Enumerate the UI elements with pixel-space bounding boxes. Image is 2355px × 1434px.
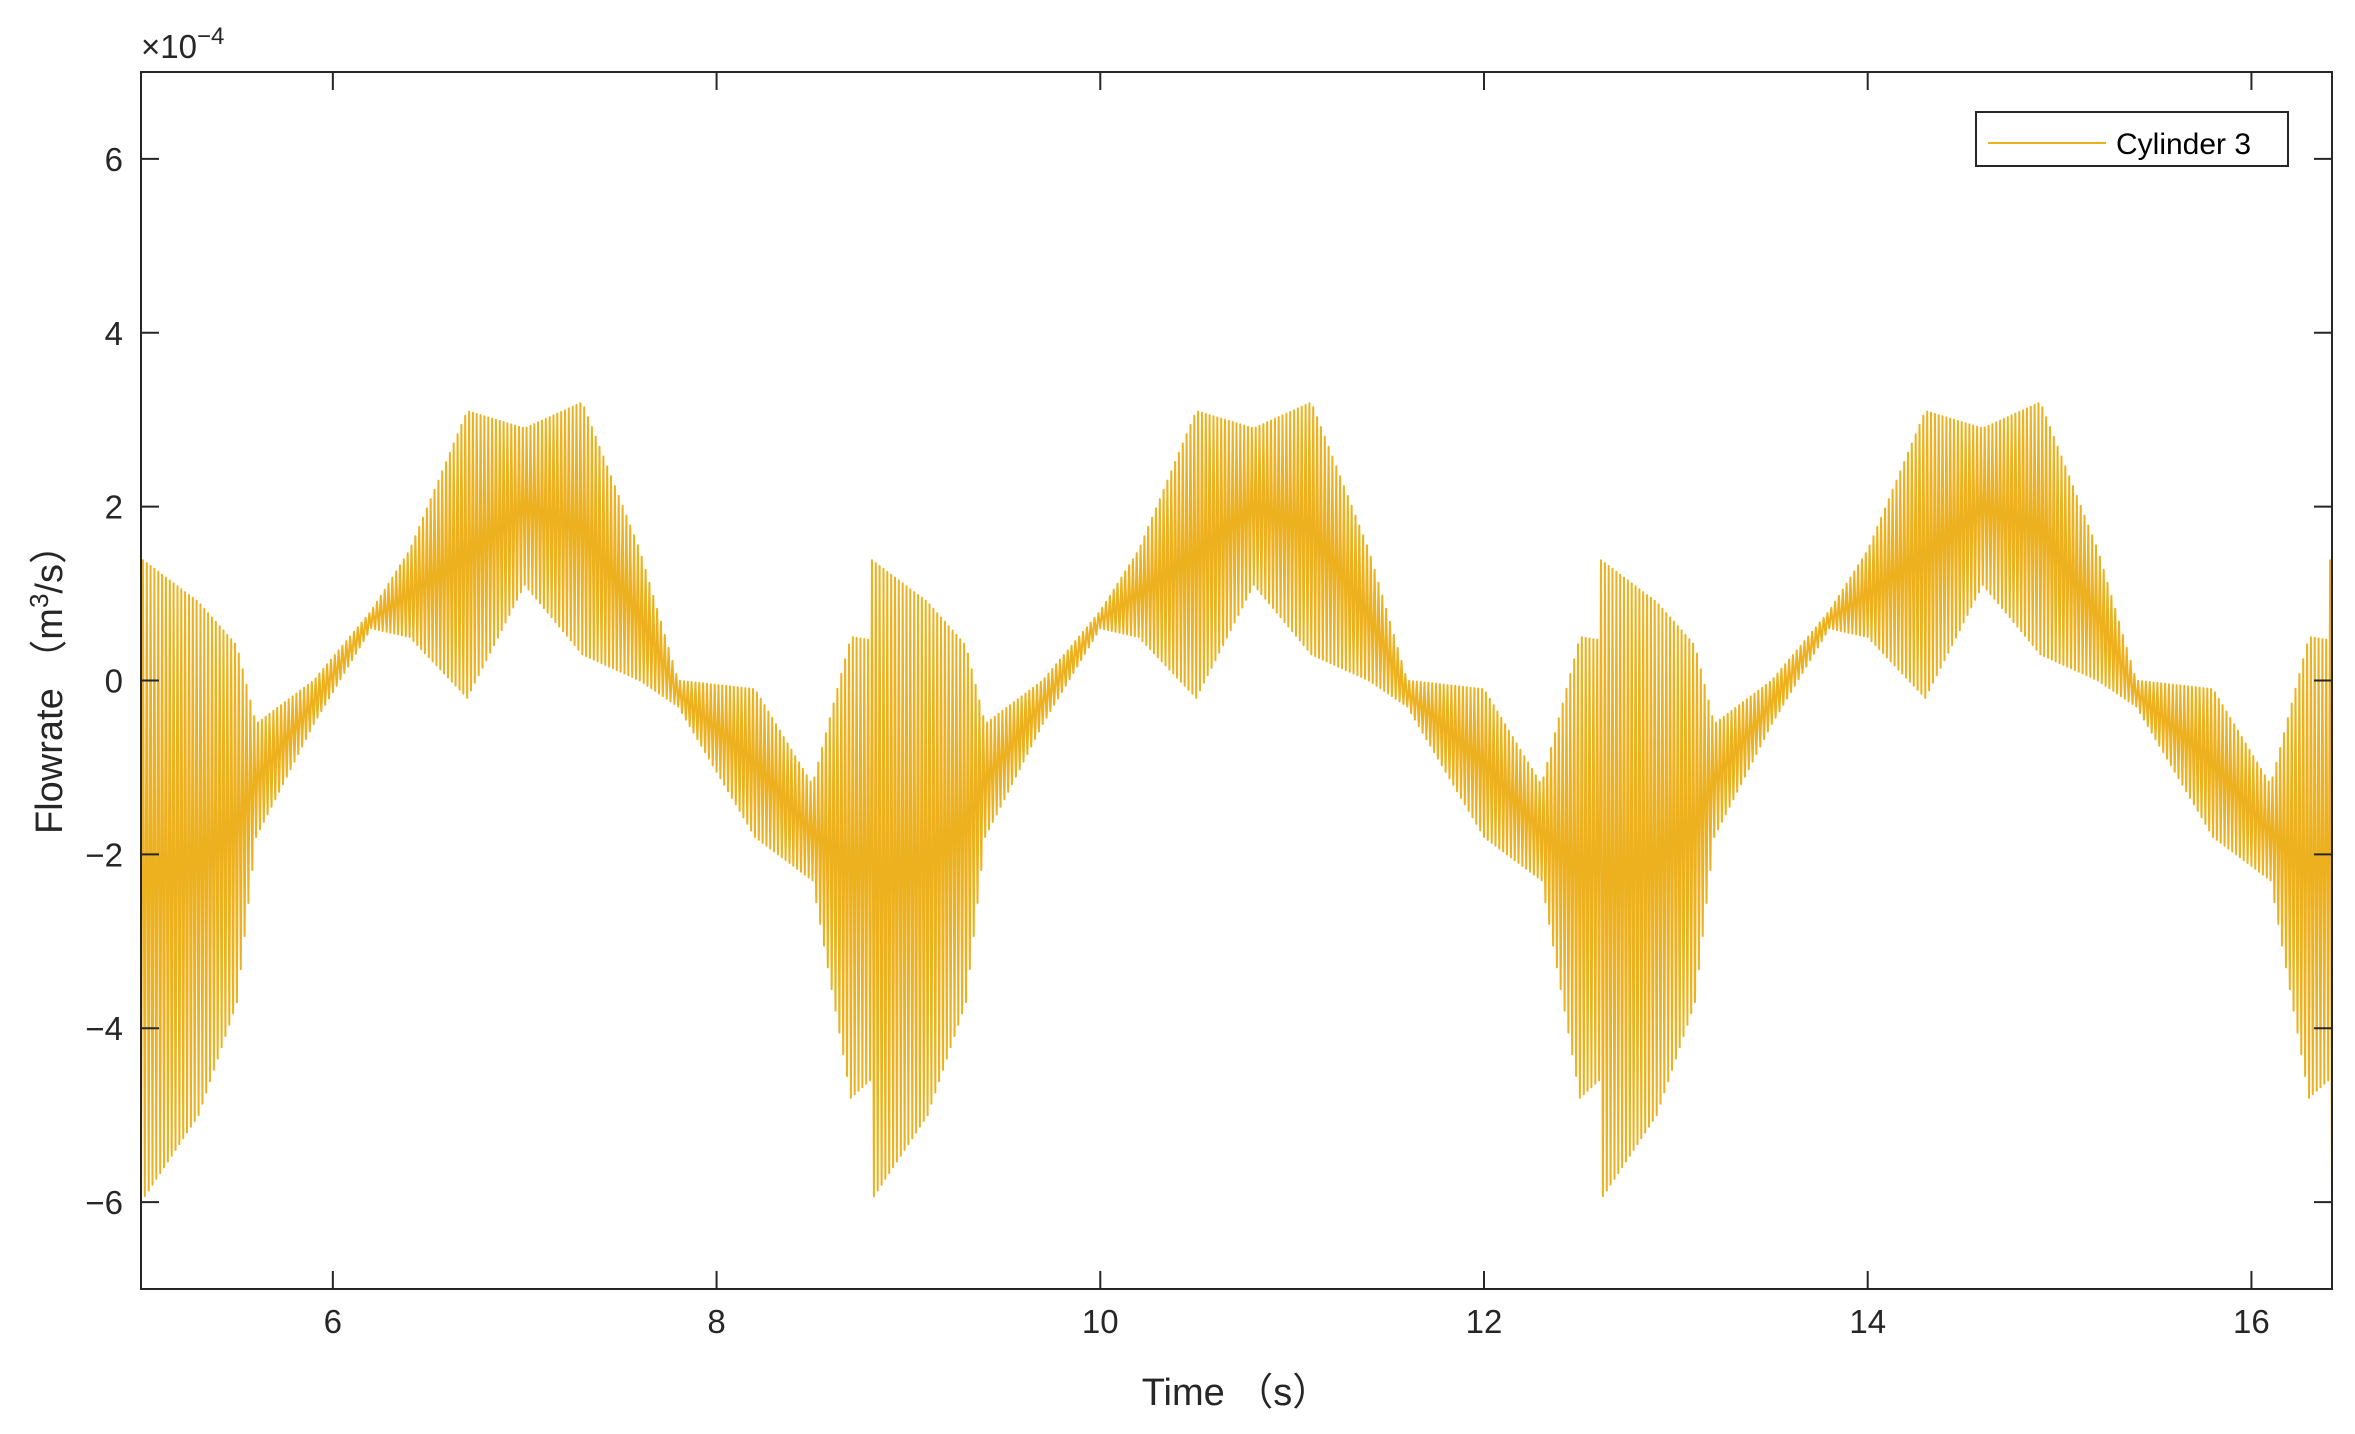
y-tick-label: 0 bbox=[105, 663, 123, 700]
y-tick-label: −2 bbox=[85, 836, 123, 873]
y-exponent-power: −4 bbox=[197, 23, 224, 50]
y-exponent-base: ×10 bbox=[141, 28, 197, 65]
x-tick-label: 16 bbox=[2233, 1303, 2270, 1340]
series-line-cylinder-3 bbox=[141, 402, 2332, 1203]
y-tick-label: 2 bbox=[105, 489, 123, 526]
x-tick-label: 14 bbox=[1849, 1303, 1886, 1340]
x-tick-label: 8 bbox=[707, 1303, 725, 1340]
y-axis-ticks: −6 −4 −2 0 2 4 6 bbox=[85, 141, 2332, 1221]
legend: Cylinder 3 bbox=[1975, 111, 2289, 167]
y-tick-label: −6 bbox=[85, 1184, 123, 1221]
x-tick-label: 6 bbox=[324, 1303, 342, 1340]
y-axis-label-superscript: 3 bbox=[24, 594, 54, 608]
x-tick-label: 10 bbox=[1082, 1303, 1119, 1340]
y-tick-label: 4 bbox=[105, 315, 123, 352]
legend-box bbox=[1975, 111, 2289, 167]
y-axis-label-unit: /s） bbox=[29, 526, 71, 594]
x-axis-ticks: 6 8 10 12 14 16 bbox=[324, 72, 2270, 1340]
x-tick-label: 12 bbox=[1466, 1303, 1503, 1340]
y-exponent-label: ×10−4 bbox=[141, 23, 224, 65]
y-axis-label: Flowrate （m3/s） bbox=[24, 526, 71, 834]
y-axis-label-main: Flowrate （m bbox=[29, 608, 71, 834]
y-tick-label: −4 bbox=[85, 1010, 123, 1047]
x-axis-label: Time （s） bbox=[1142, 1372, 1331, 1414]
legend-entry-label: Cylinder 3 bbox=[2116, 128, 2251, 161]
y-tick-label: 6 bbox=[105, 141, 123, 178]
